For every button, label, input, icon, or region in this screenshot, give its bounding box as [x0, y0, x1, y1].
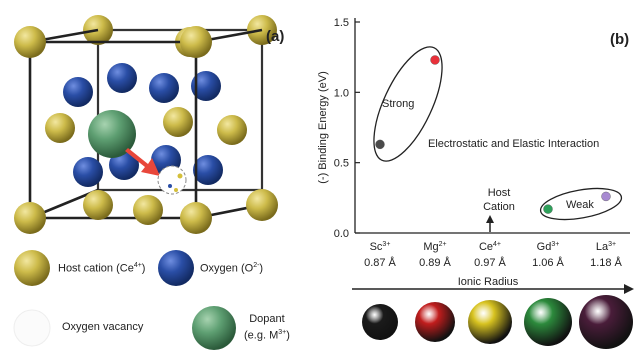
- oxygen-vacancy-sphere: [157, 165, 187, 195]
- x-category-label: Mg2+: [423, 241, 446, 253]
- x-category-label: La3+: [596, 241, 616, 253]
- host-cation-spheres-mid: [45, 107, 247, 145]
- legend-host-cation-label: Host cation (Ce4+): [58, 262, 146, 275]
- x-category-label: Gd3+: [537, 241, 560, 253]
- data-point-mg: [430, 55, 440, 65]
- legend-dopant-sphere: [192, 306, 236, 350]
- host-label-line2: Cation: [483, 201, 515, 213]
- crystal-structure-illustration: [14, 15, 278, 234]
- ion-sphere-2: [415, 302, 455, 342]
- x-axis-label: Ionic Radius: [458, 276, 519, 288]
- ion-sphere-1: [362, 304, 398, 340]
- binding-energy-chart: 0.0 0.5 1.0 1.5 (-) Binding Energy (eV) (b) S…: [317, 17, 634, 349]
- x-radius-label: 1.06 Å: [532, 256, 564, 269]
- strong-label: Strong: [382, 98, 414, 110]
- legend-host-cation-sphere: [14, 250, 50, 286]
- data-point-sc: [375, 139, 385, 150]
- x-category-label: Ce4+: [479, 241, 501, 253]
- x-radius-label: 0.97 Å: [474, 256, 506, 269]
- x-radius-label: 0.89 Å: [419, 256, 451, 269]
- legend-spheres: [13, 250, 236, 350]
- x-radius-label: 0.87 Å: [364, 256, 396, 269]
- host-label-line1: Host: [488, 187, 511, 199]
- strong-group-ellipse: [373, 46, 443, 162]
- host-arrow-head: [486, 215, 494, 223]
- y-tick-label: 1.0: [334, 87, 349, 99]
- panel-b-label: (b): [610, 31, 629, 48]
- dopant-sphere: [88, 110, 136, 158]
- migration-arrow: [125, 148, 160, 176]
- x-radius-label: 1.18 Å: [590, 256, 622, 269]
- ion-sphere-5: [579, 295, 633, 349]
- host-cation-spheres-front: [14, 26, 278, 234]
- data-point-gd: [543, 204, 553, 214]
- ion-sphere-3: [468, 300, 512, 344]
- x-category-label: Sc3+: [370, 241, 391, 253]
- y-tick-label: 1.5: [334, 17, 349, 29]
- oxygen-spheres: [63, 63, 223, 187]
- legend-dopant-label: Dopant (e.g. M3+): [244, 313, 290, 342]
- legend-oxygen-sphere: [158, 250, 194, 286]
- legend-vacancy-label: Oxygen vacancy: [62, 321, 144, 333]
- panel-a-label: (a): [266, 28, 285, 45]
- y-axis-label: (-) Binding Energy (eV): [317, 71, 329, 184]
- weak-label: Weak: [566, 199, 594, 211]
- data-point-la: [601, 191, 611, 202]
- host-cation-spheres-back: [83, 15, 277, 57]
- y-tick-label: 0.5: [334, 158, 349, 170]
- ionic-radius-arrowhead: [624, 284, 634, 294]
- interaction-label: Electrostatic and Elastic Interaction: [428, 138, 599, 150]
- legend-oxygen-label: Oxygen (O2-): [200, 262, 264, 275]
- ion-sphere-4: [524, 298, 572, 346]
- weak-group-ellipse: [539, 187, 623, 221]
- legend-vacancy-sphere: [13, 309, 51, 347]
- y-tick-label: 0.0: [334, 228, 349, 240]
